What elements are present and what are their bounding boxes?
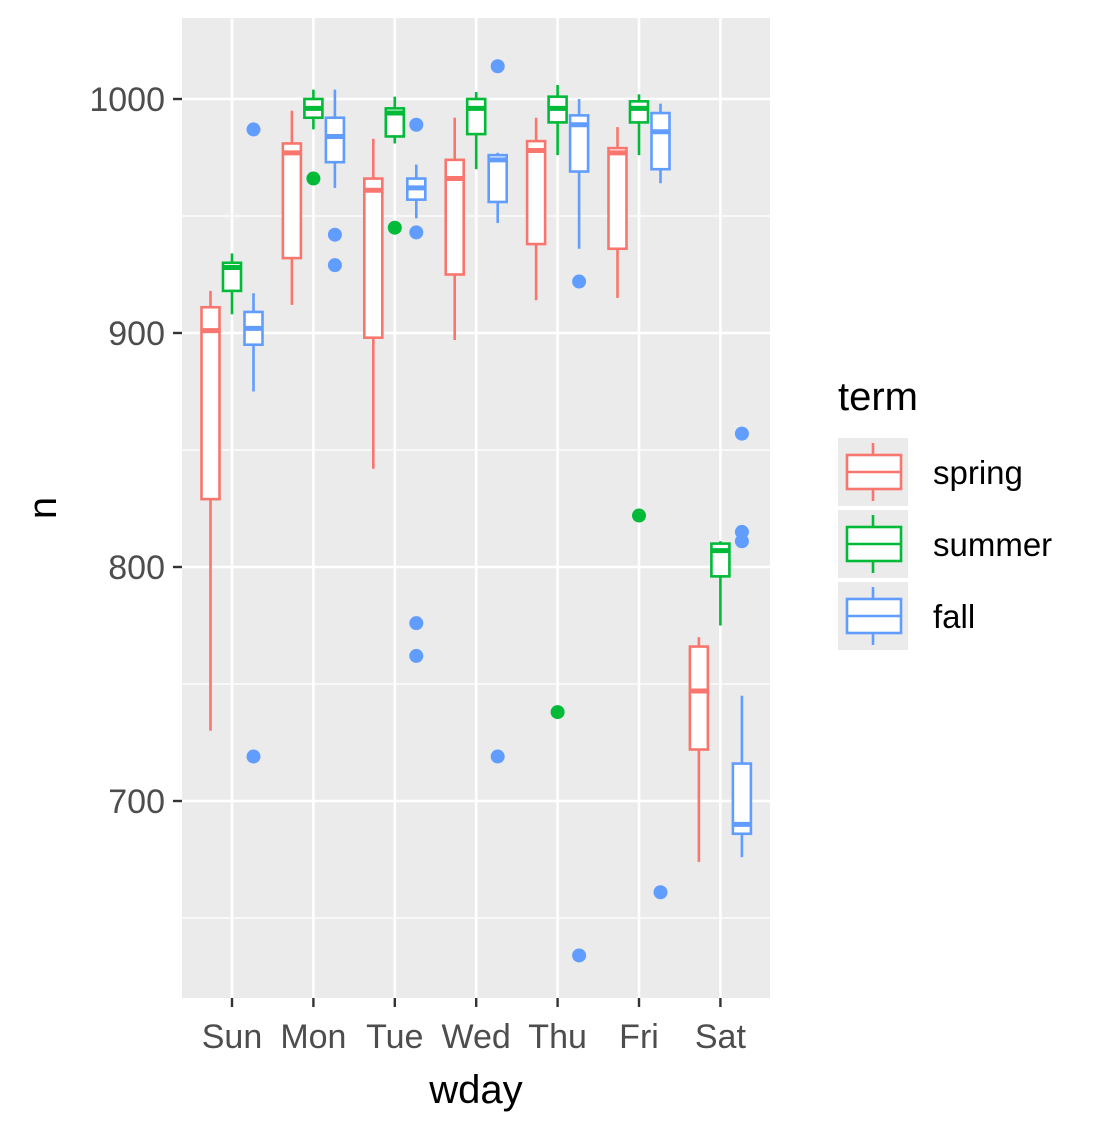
- outlier-point: [490, 749, 505, 764]
- x-tick-label: Sat: [695, 1018, 747, 1056]
- box-spring-Sat: [688, 637, 710, 862]
- outlier-point: [572, 274, 587, 289]
- outlier-point: [734, 426, 749, 441]
- box-fall-Thu: [568, 99, 590, 963]
- y-tick-label: 900: [108, 315, 165, 353]
- box-summer-Fri: [628, 94, 650, 523]
- legend-title: term: [838, 375, 918, 419]
- box-spring-Tue: [362, 138, 384, 469]
- box-body: [200, 305, 221, 501]
- outlier-point: [246, 122, 261, 137]
- series-fall: [243, 59, 753, 963]
- series-spring: [200, 110, 710, 862]
- box-body: [568, 114, 590, 173]
- box-summer-Wed: [465, 91, 487, 170]
- outlier-point: [632, 508, 646, 523]
- outlier-point: [572, 948, 587, 963]
- box-summer-Sun: [221, 253, 243, 315]
- outlier-point: [409, 616, 424, 631]
- box-body: [465, 97, 487, 136]
- box-body: [525, 139, 547, 246]
- series-summer: [221, 84, 731, 720]
- box-spring-Sun: [200, 290, 221, 731]
- legend-item-fall: fall: [838, 582, 975, 650]
- x-tick-label: Tue: [366, 1018, 423, 1056]
- box-summer-Thu: [547, 84, 568, 720]
- box-body: [628, 100, 650, 124]
- outlier-point: [327, 227, 342, 242]
- box-fall-Mon: [324, 89, 346, 273]
- x-tick-label: Thu: [528, 1018, 587, 1056]
- box-body: [324, 116, 346, 164]
- box-spring-Wed: [444, 117, 466, 341]
- outlier-point: [409, 225, 424, 240]
- box-summer-Tue: [384, 96, 406, 235]
- outlier-point: [387, 220, 402, 235]
- x-tick-label: Fri: [619, 1018, 659, 1056]
- legend: term spring summer fall: [838, 375, 1052, 650]
- box-layer: [200, 59, 753, 963]
- x-tick-label: Mon: [280, 1018, 346, 1056]
- box-body: [444, 158, 466, 276]
- y-tick-label: 700: [108, 783, 165, 821]
- x-axis-title: wday: [428, 1068, 522, 1112]
- x-tick-label: Sun: [202, 1018, 263, 1056]
- box-body: [362, 177, 384, 339]
- legend-label: spring: [933, 454, 1023, 491]
- legend-item-summer: summer: [838, 510, 1052, 578]
- y-axis: 700 800 900 1000: [89, 81, 182, 821]
- box-fall-Wed: [487, 59, 509, 764]
- box-fall-Sun: [243, 122, 264, 764]
- outlier-point: [409, 648, 424, 663]
- outlier-point: [306, 171, 321, 186]
- box-fall-Fri: [650, 103, 671, 900]
- box-summer-Mon: [303, 89, 324, 186]
- outlier-point: [327, 258, 342, 273]
- outlier-point: [490, 59, 505, 74]
- y-tick-label: 800: [108, 549, 165, 587]
- y-tick-label: 1000: [89, 81, 165, 119]
- legend-item-spring: spring: [838, 438, 1023, 506]
- box-body: [650, 111, 671, 171]
- box-body: [607, 146, 628, 251]
- legend-label: summer: [933, 526, 1052, 563]
- box-spring-Fri: [607, 127, 628, 298]
- y-axis-title: n: [21, 497, 65, 519]
- box-body: [688, 645, 710, 751]
- box-fall-Tue: [405, 117, 427, 663]
- box-spring-Thu: [525, 117, 547, 301]
- outlier-point: [550, 705, 565, 720]
- box-body: [487, 153, 509, 204]
- outlier-point: [409, 117, 424, 132]
- box-summer-Sat: [710, 541, 731, 626]
- box-body: [731, 762, 753, 836]
- box-body: [281, 142, 303, 260]
- outlier-point: [246, 749, 261, 764]
- outlier-point: [734, 534, 749, 549]
- x-axis: Sun Mon Tue Wed Thu Fri Sat: [202, 998, 747, 1056]
- x-tick-label: Wed: [442, 1018, 511, 1056]
- box-spring-Mon: [281, 110, 303, 305]
- outlier-point: [653, 885, 668, 900]
- legend-label: fall: [933, 598, 975, 635]
- box-fall-Sat: [731, 426, 753, 858]
